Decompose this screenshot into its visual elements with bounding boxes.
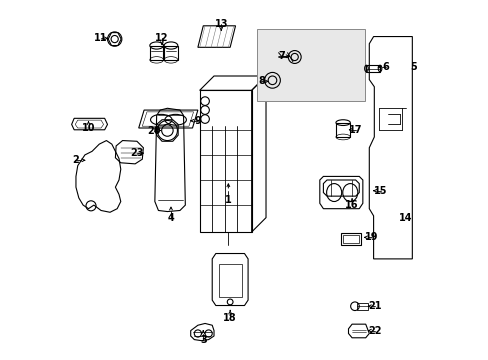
Text: 4: 4 xyxy=(167,213,174,222)
Text: 9: 9 xyxy=(194,116,201,126)
Bar xyxy=(149,45,163,60)
Text: 6: 6 xyxy=(382,62,389,72)
Text: 5: 5 xyxy=(409,62,416,72)
Bar xyxy=(343,235,358,243)
Bar xyxy=(335,123,349,137)
Text: 2: 2 xyxy=(72,155,79,165)
Bar xyxy=(218,264,241,297)
Text: 19: 19 xyxy=(365,232,378,242)
Text: 20: 20 xyxy=(147,126,161,135)
Text: 10: 10 xyxy=(81,123,95,133)
Text: 22: 22 xyxy=(368,325,381,336)
Text: 15: 15 xyxy=(373,186,386,196)
Bar xyxy=(357,303,367,310)
Text: 18: 18 xyxy=(223,313,237,323)
Bar xyxy=(199,90,251,232)
Bar xyxy=(164,45,178,60)
Text: 11: 11 xyxy=(94,33,107,43)
Bar xyxy=(341,233,360,245)
Bar xyxy=(366,64,379,72)
Text: 12: 12 xyxy=(155,33,168,43)
Text: 13: 13 xyxy=(214,19,227,29)
Text: 16: 16 xyxy=(345,200,358,210)
Text: 14: 14 xyxy=(398,213,412,222)
Text: 3: 3 xyxy=(200,334,206,345)
Text: 8: 8 xyxy=(257,76,264,86)
Text: 17: 17 xyxy=(348,125,362,135)
Text: 21: 21 xyxy=(368,301,381,311)
Text: 7: 7 xyxy=(278,51,285,61)
Text: 1: 1 xyxy=(224,195,231,205)
Text: 23: 23 xyxy=(130,148,143,158)
Bar xyxy=(257,30,364,101)
